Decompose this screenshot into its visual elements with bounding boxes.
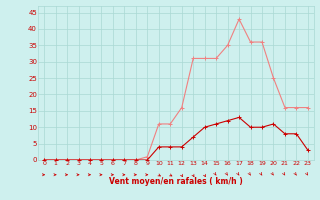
X-axis label: Vent moyen/en rafales ( km/h ): Vent moyen/en rafales ( km/h ) [109, 178, 243, 186]
